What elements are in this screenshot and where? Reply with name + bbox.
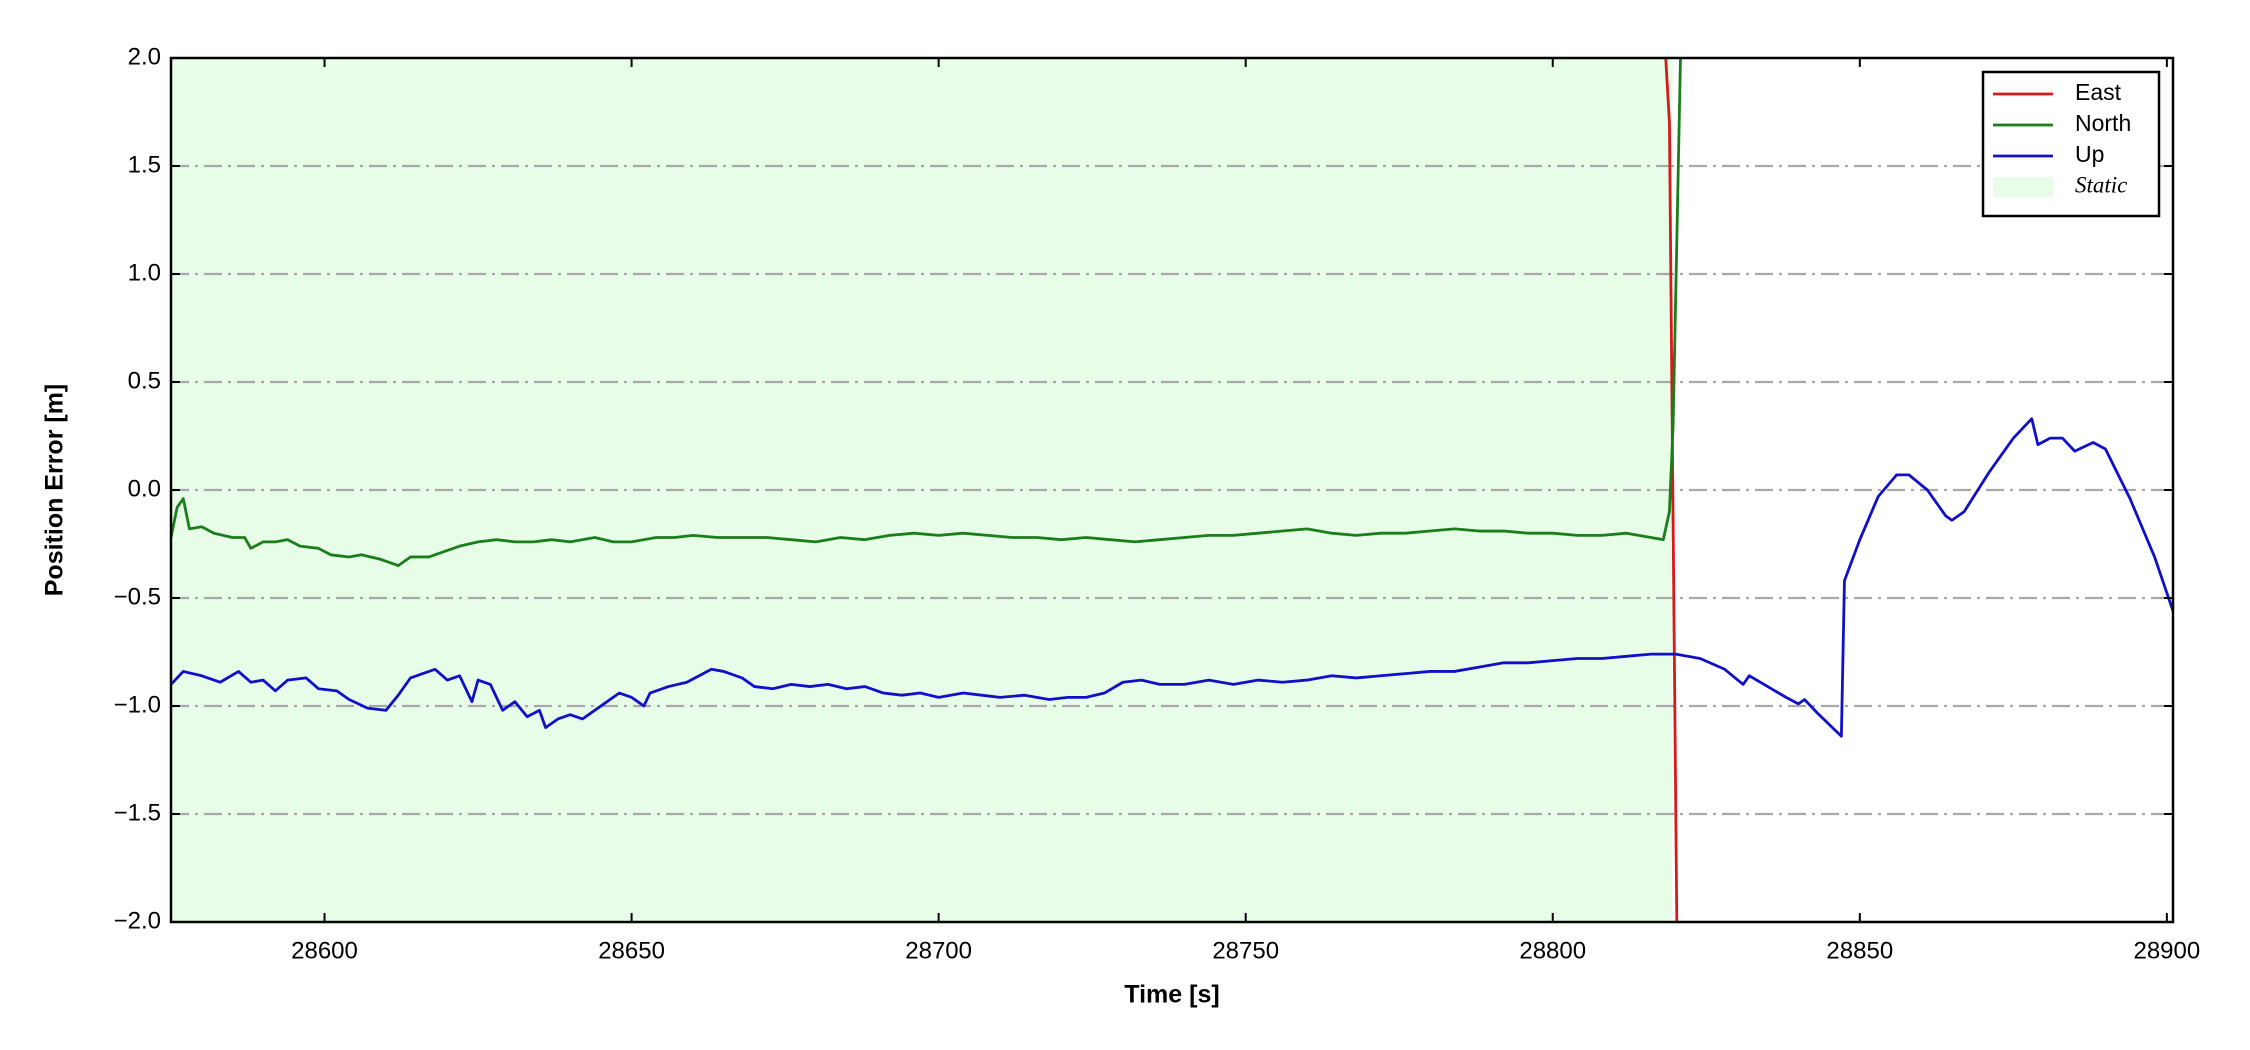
series-line bbox=[1664, 58, 1679, 922]
y-tick-label: 1.0 bbox=[128, 259, 161, 286]
y-tick-label: 2.0 bbox=[128, 43, 161, 70]
legend: East North Up Static bbox=[1981, 70, 2161, 218]
x-tick-label: 28650 bbox=[598, 937, 665, 964]
legend-label: East bbox=[2075, 79, 2122, 105]
lines bbox=[171, 58, 2173, 922]
grid bbox=[171, 164, 2173, 816]
legend-label: Up bbox=[2075, 141, 2104, 167]
series-line bbox=[171, 58, 1682, 567]
legend-swatch bbox=[1993, 177, 2053, 197]
y-tick-label: −1.5 bbox=[114, 799, 161, 826]
x-tick-label: 28850 bbox=[1826, 937, 1893, 964]
series-line bbox=[171, 417, 2173, 738]
y-tick-label: 0.5 bbox=[128, 367, 161, 394]
x-tick-label: 28800 bbox=[1519, 937, 1586, 964]
x-tick-label: 28600 bbox=[291, 937, 358, 964]
y-tick-label: −2.0 bbox=[114, 907, 161, 934]
ticks: −2.0 −1.5 −1.0 −0.5 0.0 0.5 1.0 1.5 2.0 28600 2865… bbox=[114, 43, 2201, 964]
legend-label: Static bbox=[2075, 172, 2127, 197]
y-tick-label: 1.5 bbox=[128, 151, 161, 178]
y-axis-label: Position Error [m] bbox=[41, 384, 69, 597]
y-tick-label: −0.5 bbox=[114, 583, 161, 610]
x-axis-label: Time [s] bbox=[1124, 981, 1219, 1009]
x-tick-label: 28700 bbox=[905, 937, 972, 964]
y-tick-label: −1.0 bbox=[114, 691, 161, 718]
x-tick-label: 28750 bbox=[1212, 937, 1279, 964]
legend-label: North bbox=[2075, 110, 2131, 136]
x-tick-label: 28900 bbox=[2133, 937, 2200, 964]
y-tick-label: 0.0 bbox=[128, 475, 161, 502]
